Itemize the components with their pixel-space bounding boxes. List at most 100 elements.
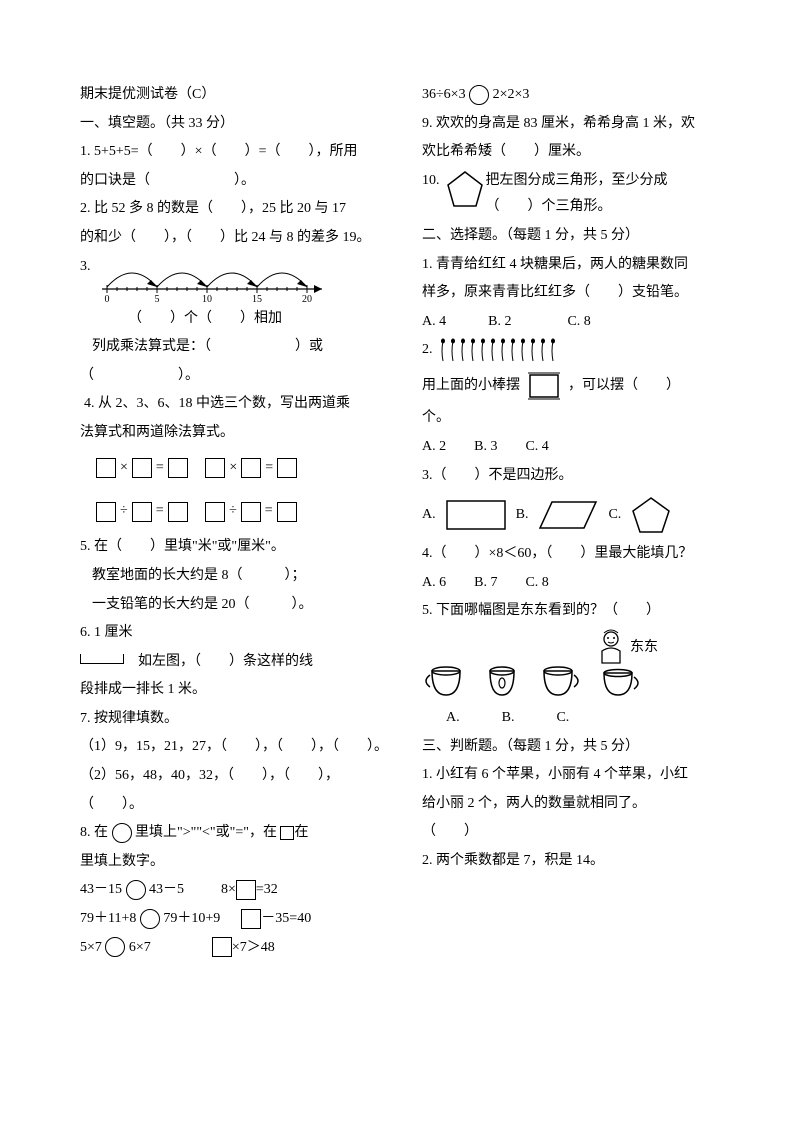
q1-line2: 的口诀是（ ）。 (80, 168, 398, 195)
circle-icon (112, 823, 132, 843)
square-stick-icon (524, 369, 564, 403)
s2q2-a: 用上面的小棒摆 (422, 373, 520, 400)
circle-icon (126, 880, 146, 900)
s2q4-a: 4.（ ）×8＜60，（ ）里最大能填几？ (422, 541, 740, 568)
box-eq: ÷= (205, 498, 297, 525)
s2q1-opts: A. 4 B. 2 C. 8 (422, 309, 740, 336)
person-label: 东东 (630, 635, 658, 662)
q4-line2: 法算式和两道除法算式。 (80, 420, 398, 447)
opt-b: B. (516, 502, 529, 529)
q2-line1: 2. 比 52 多 8 的数是（ ），25 比 20 与 17 (80, 196, 398, 223)
person-wrap: 东东 (596, 629, 658, 701)
s3q2: 2. 两个乘数都是 7，积是 14。 (422, 848, 740, 875)
s2q2-row1: 2. (422, 337, 740, 367)
expr: 43－15 (80, 882, 122, 897)
op: × (120, 455, 128, 482)
svg-text:10: 10 (202, 294, 212, 304)
circle-icon (140, 909, 160, 929)
box-icon (241, 909, 261, 929)
box-eq: ×= (205, 455, 297, 482)
expr: 6×7 (129, 940, 151, 955)
expr: 8× (221, 882, 236, 897)
op: ÷ (229, 498, 237, 525)
sticks-icon (439, 337, 569, 367)
number-line-icon: 0 5 10 15 20 (97, 254, 327, 304)
q8-row1: 43－15 43－5 8× =32 (80, 877, 398, 904)
q5-line2: 教室地面的长大约是 8（ ）； (80, 563, 398, 590)
cup-beside-icon (596, 667, 642, 701)
expr: 79＋11+8 (80, 911, 136, 926)
q8-line1: 8. 在 里填上">""<"或"="，在 在 (80, 820, 398, 847)
s2q5-figures: 东东 (422, 629, 740, 701)
q7-line4: （ ）。 (80, 792, 398, 819)
left-column: 期末提优测试卷（C） 一、填空题。（共 33 分） 1. 5+5+5=（ ）×（… (80, 80, 398, 1091)
box-eq: ×= (96, 455, 188, 482)
q9-line1: 9. 欢欢的身高是 83 厘米，希希身高 1 米，欢 (422, 111, 740, 138)
pentagon-icon (629, 495, 673, 535)
segment-row: 如左图，（ ）条这样的线 (80, 649, 398, 676)
circle-icon (105, 937, 125, 957)
q8-row4: 36÷6×3 2×2×3 (422, 82, 740, 109)
q5-line3: 一支铅笔的长大约是 20（ ）。 (80, 592, 398, 619)
section-1-header: 一、填空题。（共 33 分） (80, 111, 398, 138)
q6-line1: 6. 1 厘米 (80, 620, 398, 647)
s2q2-c: 个。 (422, 405, 740, 432)
svg-text:5: 5 (154, 294, 159, 304)
q9-line2: 欢比希希矮（ ）厘米。 (422, 139, 740, 166)
svg-text:15: 15 (252, 294, 262, 304)
parallelogram-icon (536, 498, 600, 532)
q1-line1: 1. 5+5+5=（ ）×（ ）=（ ），所用 (80, 139, 398, 166)
person-icon (596, 629, 626, 667)
q8-b: 里填上">""<"或"="，在 (135, 825, 277, 840)
q6-line2: 如左图，（ ）条这样的线 (138, 649, 313, 676)
q3-wrap: 3. 0 (80, 254, 398, 304)
expr: 79＋10+9 (163, 911, 220, 926)
opt-c: C. (608, 502, 621, 529)
s2q1-b: 样多，原来青青比红红多（ ）支铅笔。 (422, 280, 740, 307)
s2q2-b: ，可以摆（ ） (568, 373, 680, 400)
segment-icon (80, 654, 124, 664)
expr: 36÷6×3 (422, 87, 466, 102)
expr: 43－5 (149, 882, 184, 897)
rectangle-icon (444, 498, 508, 532)
cup-left-icon (422, 661, 468, 701)
q4-line1: 4. 从 2、3、6、18 中选三个数，写出两道乘 (80, 391, 398, 418)
section-2-header: 二、选择题。（每题 1 分，共 5 分） (422, 223, 740, 250)
cup-right-icon (536, 661, 582, 701)
q8-row2: 79＋11+8 79＋10+9 －35=40 (80, 906, 398, 933)
expr: =32 (256, 882, 278, 897)
s2q2-opts: A. 2 B. 3 C. 4 (422, 434, 740, 461)
page: 期末提优测试卷（C） 一、填空题。（共 33 分） 1. 5+5+5=（ ）×（… (0, 0, 800, 1131)
box-icon (280, 826, 294, 840)
q3-line2: 列成乘法算式是：（ ）或 (80, 334, 398, 361)
q3-line1: （ ）个（ ）相加 (80, 306, 398, 333)
box-eq: ÷= (96, 498, 188, 525)
q3-label: 3. (80, 254, 91, 281)
s3q1-a: 1. 小红有 6 个苹果，小丽有 4 个苹果，小红 (422, 762, 740, 789)
q4-box-grid: ×= ×= ÷= ÷= (80, 449, 398, 533)
expr: 5×7 (80, 940, 102, 955)
q7-line3: （2）56，48，40，32，（ ），（ ）， (80, 763, 398, 790)
q10-c: （ ）个三角形。 (486, 194, 741, 221)
svg-text:0: 0 (104, 294, 109, 304)
op: × (229, 455, 237, 482)
s2q4-opts: A. 6 B. 7 C. 8 (422, 570, 740, 597)
s2q2-label: 2. (422, 337, 433, 364)
q10-b: 把左图分成三角形，至少分成 (486, 168, 741, 195)
s2q2-row2: 用上面的小棒摆 ，可以摆（ ） (422, 369, 740, 403)
q5-line1: 5. 在（ ）里填"米"或"厘米"。 (80, 534, 398, 561)
op: ÷ (120, 498, 128, 525)
q6-line3: 段排成一排长 1 米。 (80, 677, 398, 704)
right-column: 36÷6×3 2×2×3 9. 欢欢的身高是 83 厘米，希希身高 1 米，欢 … (422, 80, 740, 1091)
s3q1-b: 给小丽 2 个，两人的数量就相同了。 (422, 791, 740, 818)
circle-icon (469, 85, 489, 105)
q8-row3: 5×7 6×7 ×7＞48 (80, 935, 398, 962)
expr: ×7＞48 (232, 940, 275, 955)
s2q5-opts: A. B. C. (422, 705, 740, 732)
q10-wrap: 10. 把左图分成三角形，至少分成 （ ）个三角形。 (422, 168, 740, 221)
s2q5: 5. 下面哪幅图是东东看到的？（ ） (422, 598, 740, 625)
s2q3: 3.（ ）不是四边形。 (422, 463, 740, 490)
q2-line2: 的和少（ ），（ ）比 24 与 8 的差多 19。 (80, 225, 398, 252)
title: 期末提优测试卷（C） (80, 82, 398, 109)
q7-line1: 7. 按规律填数。 (80, 706, 398, 733)
